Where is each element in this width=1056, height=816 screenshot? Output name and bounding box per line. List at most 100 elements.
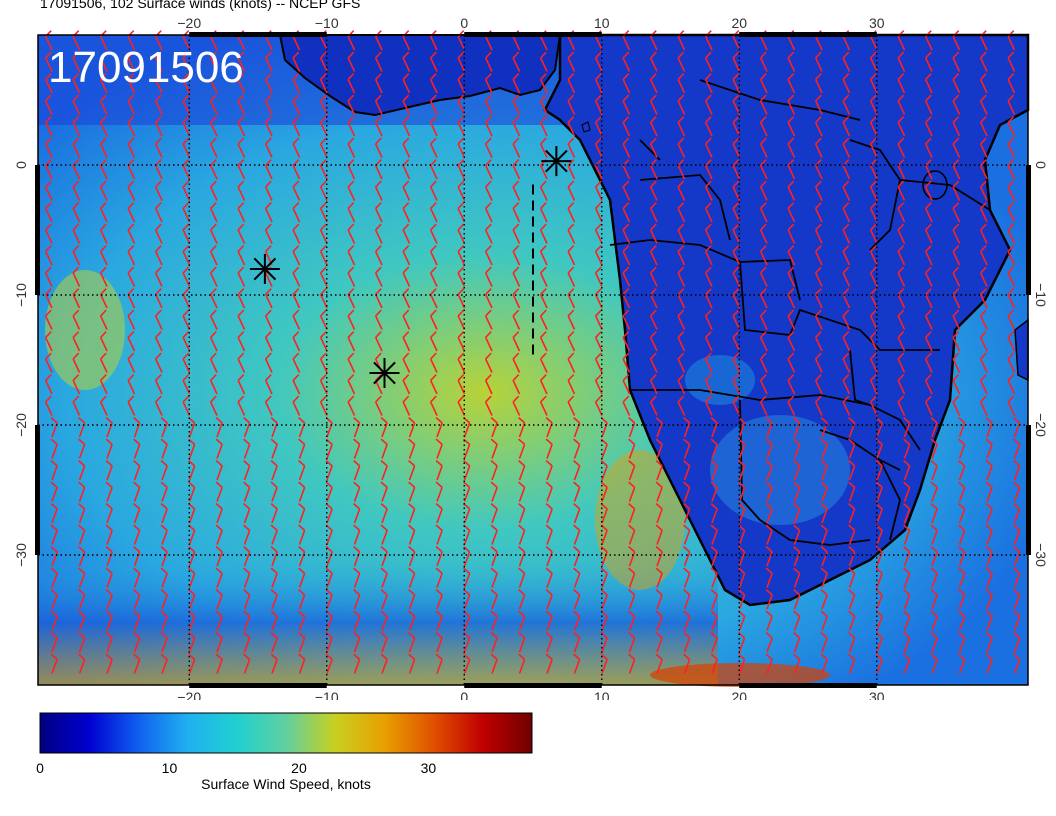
wind-barb [127,51,136,72]
wind-barb [374,94,383,115]
wind-barb [50,438,58,459]
wind-barb [765,653,773,674]
wind-barb [869,374,878,395]
wind-barb [545,610,553,631]
wind-barb [457,51,466,72]
wind-barb [622,116,631,137]
wind-barb [209,73,218,94]
wind-barb [484,116,493,137]
wind-barb [408,567,416,588]
wind-barb [952,309,961,330]
wind-barb [869,223,878,244]
wind-barb [264,309,273,330]
wind-barb [732,223,741,244]
wind-barb [72,331,81,352]
wind-barb [237,94,246,115]
wind-barb [787,94,796,115]
wind-barb [105,438,113,459]
wind-barb [567,245,576,266]
wind-barb [215,653,223,674]
wind-barb [99,94,108,115]
wind-barb [787,223,796,244]
wind-barb [842,116,851,137]
wind-barb [820,438,828,459]
wind-barb [814,180,823,201]
wind-barb [512,94,521,115]
wind-barb [567,266,576,287]
wind-barb [374,245,383,266]
wind-barb [133,524,141,545]
wind-barb [622,309,631,330]
wind-barb [704,331,713,352]
wind-barb [924,180,933,201]
wind-barb [985,481,993,502]
wind-barb [154,395,163,416]
wind-barb [160,546,168,567]
wind-barb [347,223,356,244]
wind-barb [353,524,361,545]
wind-barb [72,180,81,201]
wind-barb [765,589,773,610]
wind-barb [127,180,136,201]
wind-barb [594,73,603,94]
wind-barb [292,352,301,373]
wind-barb [484,159,493,180]
wind-barb [215,589,223,610]
wind-barb [160,567,168,588]
wind-barb [930,567,938,588]
wind-barb [215,610,223,631]
wind-barb [133,460,141,481]
wind-barb [457,137,466,158]
wind-barb [677,51,686,72]
wind-barb [408,503,416,524]
wind-barb [539,395,548,416]
wind-barb [732,73,741,94]
wind-barb [1007,374,1016,395]
wind-barb [985,503,993,524]
wind-barb [429,331,438,352]
wind-barb [732,395,741,416]
wind-barb [710,524,718,545]
wind-barb [820,503,828,524]
wind-barb [490,417,498,438]
wind-barb [374,331,383,352]
wind-barb [292,202,301,223]
wind-barb [154,94,163,115]
wind-barb [429,245,438,266]
wind-barb [237,202,246,223]
wind-barb [270,460,278,481]
wind-barb [182,180,191,201]
wind-barb [594,245,603,266]
wind-barb [1013,503,1021,524]
wind-barb [127,73,136,94]
wind-barb [518,438,526,459]
wind-barb [154,202,163,223]
wind-barb [408,653,416,674]
wind-barb [512,331,521,352]
wind-barb [237,116,246,137]
frame-bar-bottom [189,683,327,688]
frame-bar-right [1026,425,1031,555]
wind-barb [270,653,278,674]
wind-barb [429,116,438,137]
wind-barb [985,632,993,653]
wind-barb [820,481,828,502]
wind-barb [628,481,636,502]
wind-barb [512,223,521,244]
wind-barb [319,116,328,137]
wind-barb [897,159,906,180]
wind-barb [518,589,526,610]
wind-barb [655,503,663,524]
map-title: 17091506, 102 Surface winds (knots) -- N… [40,0,361,11]
wind-barb [490,653,498,674]
wind-barb [264,51,273,72]
wind-barb [567,309,576,330]
wind-barb [72,395,81,416]
wind-barb [264,352,273,373]
wind-barb [600,546,608,567]
wind-barb [655,546,663,567]
wind-barb [759,202,768,223]
speed-max-west [45,270,125,390]
wind-barb [732,51,741,72]
wind-barb [133,438,141,459]
